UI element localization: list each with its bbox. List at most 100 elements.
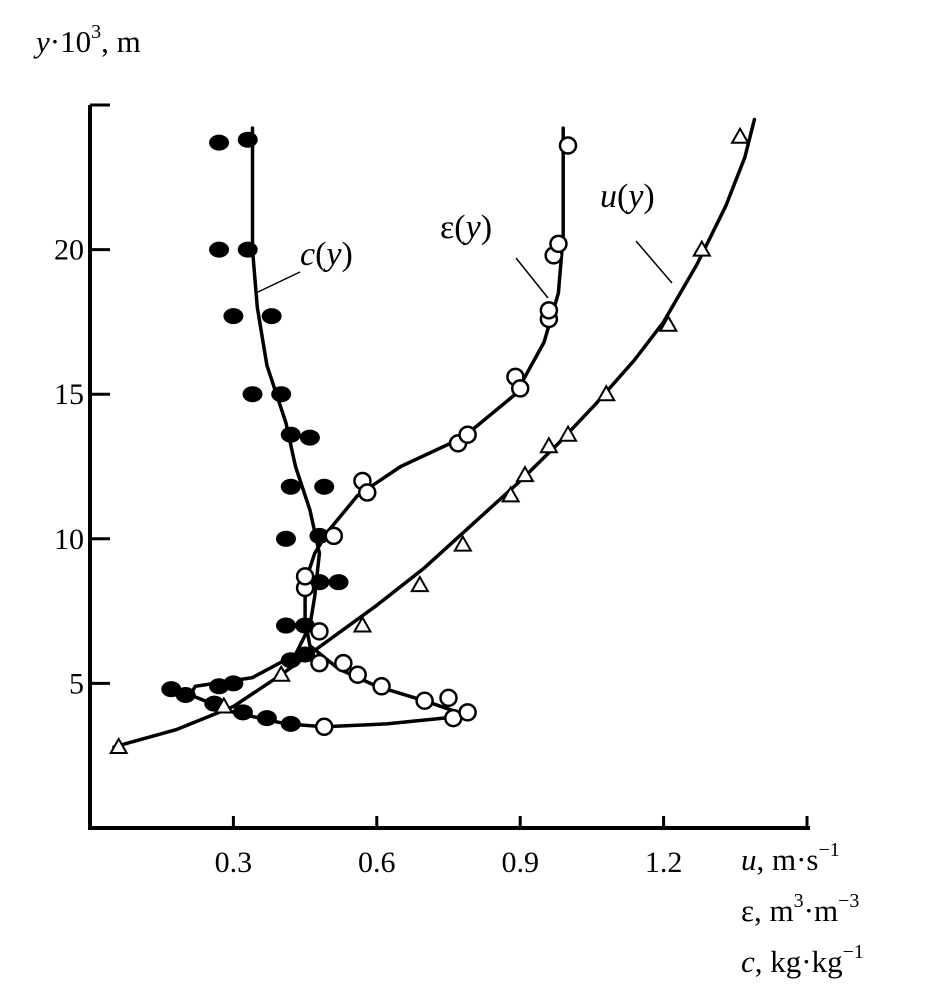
c-point-13 — [328, 574, 349, 591]
c-label-close: ) — [342, 236, 353, 273]
u-point-11 — [658, 314, 679, 332]
c-point-15 — [309, 527, 330, 544]
c-point-20 — [242, 386, 263, 403]
x-axis-title-e: ε, m3·m−3 — [741, 890, 859, 928]
u-point-3 — [352, 615, 373, 633]
e-point-9 — [310, 622, 329, 641]
x-tick-label-1: 0.6 — [358, 846, 396, 879]
c-point-26 — [209, 134, 230, 151]
e-point-2 — [458, 703, 477, 722]
u-point-0 — [108, 737, 129, 755]
u-point-9 — [558, 424, 578, 442]
c-series-curve — [188, 126, 326, 729]
u-point-6 — [500, 485, 521, 503]
c-point-18 — [280, 426, 301, 443]
e-point-20 — [539, 301, 559, 320]
y-tick-label-1: 10 — [54, 523, 84, 556]
u-point-13 — [730, 126, 750, 144]
c-axis-unit: , kg·kg — [755, 944, 843, 979]
e-label-name: ε — [440, 209, 454, 246]
y-tick-label-3: 20 — [54, 234, 84, 267]
u-point-5 — [453, 534, 473, 552]
c-point-17 — [314, 478, 335, 495]
c-point-27 — [237, 131, 258, 148]
c-point-12 — [309, 574, 330, 591]
series-curves — [112, 117, 757, 749]
e-point-11 — [295, 567, 315, 586]
e-point-16 — [458, 425, 477, 444]
c-point-14 — [275, 530, 296, 547]
x-tick-label-3: 1.2 — [645, 846, 683, 879]
u-point-8 — [539, 436, 559, 454]
e-label-var: y — [463, 209, 482, 246]
e-point-23 — [558, 136, 578, 155]
u-point-1 — [214, 696, 234, 714]
e-point-3 — [415, 691, 434, 711]
e-point-14 — [357, 483, 377, 502]
c-series-label: c(y) — [300, 236, 353, 273]
e-series-curve — [303, 126, 565, 729]
e-point-8 — [310, 653, 329, 673]
y-axis-multiplier: ·10 — [50, 24, 91, 59]
y-axis-var: y — [33, 24, 50, 59]
u-axis-var: u — [741, 842, 757, 877]
c-axis-exp: −1 — [843, 941, 864, 963]
c-label-var: y — [323, 236, 342, 273]
c-point-21 — [271, 386, 292, 403]
x-tick-label-2: 0.9 — [501, 846, 539, 879]
y-axis-title: y·103, m — [33, 21, 141, 59]
y-axis-unit: , m — [101, 24, 141, 59]
c-label-open: ( — [315, 236, 326, 273]
e-axis-exp1: 3 — [794, 890, 804, 912]
x-axis-titles: u, m·s−1 ε, m3·m−3 c, kg·kg−1 — [741, 839, 864, 979]
c-point-10 — [275, 617, 296, 634]
u-series-curve — [112, 117, 757, 749]
e-point-22 — [549, 234, 568, 254]
c-point-22 — [223, 308, 244, 325]
c-point-2 — [232, 704, 253, 721]
series-points — [108, 126, 750, 755]
e-point-18 — [510, 379, 530, 398]
u-label-name: u — [600, 178, 617, 215]
e-label-open: ( — [454, 209, 465, 246]
c-point-11 — [295, 617, 316, 634]
e-point-5 — [372, 677, 391, 696]
c-point-1 — [256, 710, 277, 727]
e-label-close: ) — [481, 209, 492, 246]
c-point-5 — [161, 681, 182, 698]
u-point-4 — [410, 575, 430, 593]
u-point-10 — [596, 384, 616, 402]
y-tick-label-2: 15 — [54, 378, 84, 411]
c-point-9 — [295, 646, 316, 663]
e-axis-var: ε, m — [741, 893, 794, 928]
u-label-var: y — [625, 178, 644, 215]
c-axis-var: c — [741, 944, 755, 979]
e-label-leader — [515, 257, 549, 299]
u-point-7 — [515, 465, 535, 483]
e-point-12 — [324, 526, 344, 546]
c-label-leader — [257, 271, 301, 293]
e-point-6 — [348, 665, 367, 684]
x-axis-title-c: c, kg·kg−1 — [741, 941, 864, 979]
u-point-2 — [271, 664, 291, 682]
c-label-name: c — [300, 236, 315, 273]
u-axis-exp: −1 — [819, 839, 840, 861]
e-axis-exp2: −3 — [838, 890, 859, 912]
c-point-23 — [261, 308, 282, 325]
e-point-0 — [314, 717, 334, 737]
u-label-close: ) — [643, 178, 654, 215]
c-point-19 — [299, 429, 320, 446]
u-series-label: u(y) — [600, 178, 655, 215]
e-point-4 — [439, 688, 458, 708]
u-point-12 — [692, 239, 712, 257]
e-series-label: ε(y) — [440, 209, 492, 246]
u-axis-unit: , m·s — [757, 842, 819, 877]
e-point-7 — [334, 653, 353, 673]
c-point-16 — [280, 478, 301, 495]
x-axis-title-u: u, m·s−1 — [741, 839, 840, 877]
c-point-24 — [209, 241, 230, 258]
y-tick-label-0: 5 — [69, 667, 84, 700]
y-axis-exponent: 3 — [91, 21, 101, 43]
svg-text:y·103, m: y·103, m — [33, 21, 141, 59]
x-tick-label-0: 0.3 — [215, 846, 253, 879]
